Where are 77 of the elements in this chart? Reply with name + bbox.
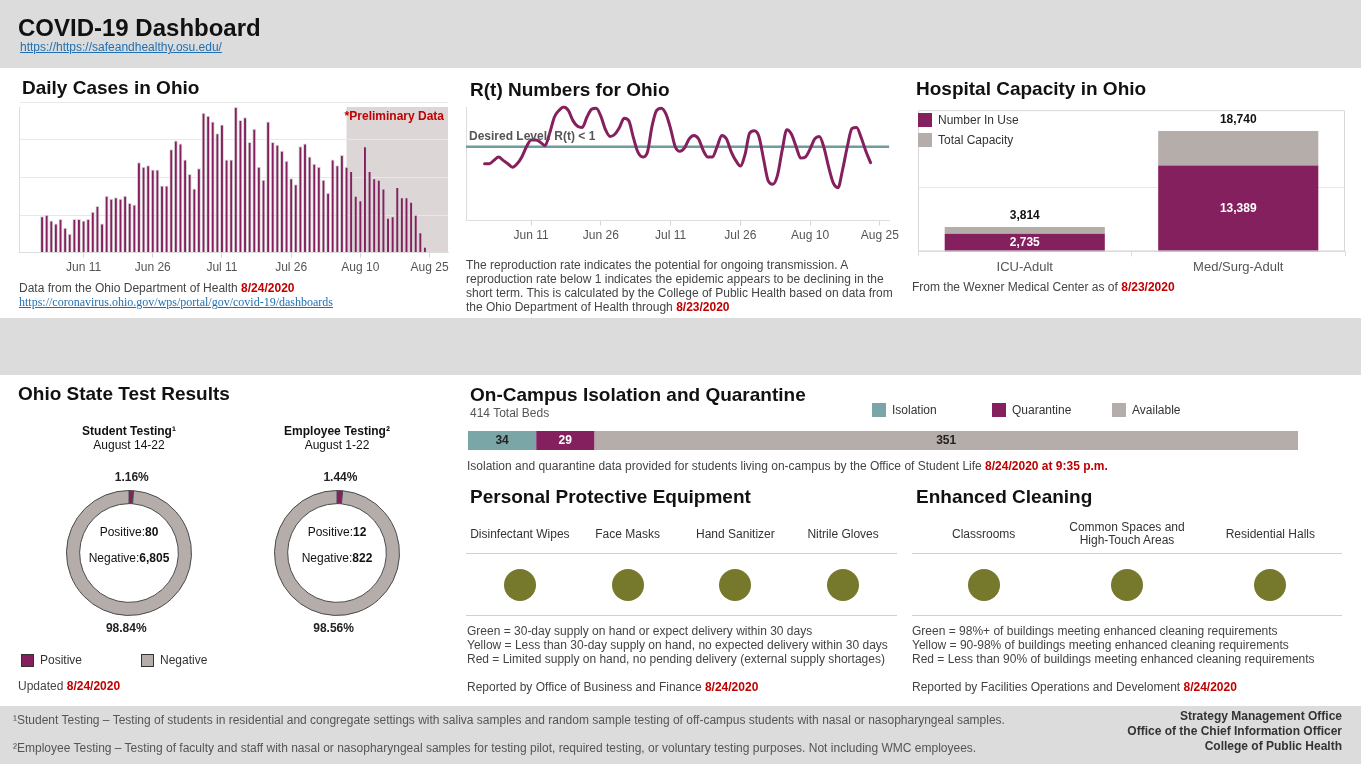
x-tick-label: Jun 26 bbox=[134, 260, 172, 275]
text: Negative:822 bbox=[301, 551, 373, 565]
chart-subtitle: August 1-22 bbox=[304, 438, 370, 452]
x-tick-label: Jul 11 bbox=[206, 260, 238, 275]
text: Yellow = Less than 30-day supply on hand, no expected delivery within 30 days bbox=[467, 638, 888, 652]
text: https://coronavirus.ohio.gov/wps/portal/gov/covid-19/dashboards bbox=[19, 295, 333, 309]
text: Reported by Office of Business and Finance 8/24/2020 bbox=[467, 680, 759, 694]
chart-subtitle: 414 Total Beds bbox=[470, 406, 550, 420]
x-tick-label: Jun 26 bbox=[582, 228, 620, 243]
text: From the Wexner Medical Center as of 8/23/2020 bbox=[912, 280, 1175, 294]
chart-title: Hospital Capacity in Ohio bbox=[916, 78, 1147, 100]
band-label: *Preliminary Data bbox=[344, 109, 445, 124]
category-label: Common Spaces and High-Touch Areas bbox=[1068, 520, 1186, 547]
chart-title: Daily Cases in Ohio bbox=[22, 77, 200, 99]
text: ¹Student Testing – Testing of students in residential and congregate settings with saliva samples and random sample testing of off-campus students with nasal or nasopharyngeal samples. bbox=[13, 713, 1005, 727]
x-tick-label: Aug 10 bbox=[791, 228, 830, 243]
text: Enhanced Cleaning bbox=[916, 486, 1093, 508]
category-label: Residential Halls bbox=[1225, 526, 1315, 541]
x-tick-label: Jun 11 bbox=[513, 228, 549, 243]
text: Data from the Ohio Department of Health 8/24/2020 bbox=[19, 281, 295, 295]
chart-title: Student Testing¹ bbox=[82, 424, 176, 438]
chart-title: On-Campus Isolation and Quarantine bbox=[470, 384, 806, 406]
text: Yellow = 90-98% of buildings meeting enhanced cleaning requirements bbox=[912, 638, 1289, 652]
text: COVID-19 Dashboard bbox=[18, 14, 261, 42]
text: Strategy Management Office bbox=[1179, 709, 1342, 723]
data-label: 29 bbox=[558, 432, 573, 447]
text: Ohio State Test Results bbox=[18, 383, 230, 405]
text: Red = Less than 90% of buildings meeting enhanced cleaning requirements bbox=[912, 652, 1315, 666]
text: Isolation and quarantine data provided for students living on-campus by the Office of Student Life 8/24/2020 at 9:35 p.m. bbox=[467, 459, 1108, 473]
category-label: Face Masks bbox=[595, 526, 660, 541]
text: The reproduction rate indicates the potential for ongoing transmission. A reproduction rate below 1 indicates the epidemic appears to be declining in the short term. This is calculated by the College of Public Health based on data from the Ohio Department of Health through 8/23/2020 bbox=[466, 258, 894, 314]
x-tick-label: Aug 10 bbox=[341, 260, 380, 275]
x-tick-label: Med/Surg-Adult bbox=[1193, 258, 1284, 274]
legend-label: Isolation bbox=[892, 403, 937, 417]
data-label: 34 bbox=[495, 432, 510, 447]
text: Positive:12 bbox=[307, 525, 367, 539]
text: Green = 98%+ of buildings meeting enhanced cleaning requirements bbox=[912, 624, 1278, 638]
text: Positive:80 bbox=[99, 525, 159, 539]
category-label: Classrooms bbox=[951, 526, 1016, 541]
text: Negative:6,805 bbox=[88, 551, 170, 565]
text: Office of the Chief Information Officer bbox=[1127, 724, 1342, 738]
total-label: 3,814 bbox=[1009, 208, 1041, 223]
legend-label: Total Capacity bbox=[938, 133, 1014, 147]
chart-title: R(t) Numbers for Ohio bbox=[470, 79, 670, 101]
chart-title: Employee Testing² bbox=[284, 424, 390, 438]
x-tick-label: Jul 26 bbox=[275, 260, 308, 275]
category-label: Nitrile Gloves bbox=[807, 526, 879, 541]
total-label: 18,740 bbox=[1219, 112, 1257, 127]
legend-label: Available bbox=[1132, 403, 1181, 417]
x-tick-label: Aug 25 bbox=[410, 260, 449, 275]
data-label: 2,735 bbox=[1009, 234, 1041, 249]
text: Reported by Facilities Operations and Develoment 8/24/2020 bbox=[912, 680, 1237, 694]
chart-subtitle: August 14-22 bbox=[93, 438, 165, 452]
legend-label: Negative bbox=[160, 653, 208, 667]
text: https://https://safeandhealthy.osu.edu/ bbox=[20, 40, 222, 54]
x-tick-label: Jul 26 bbox=[724, 228, 757, 243]
data-label: 98.56% bbox=[313, 620, 355, 635]
legend-label: Number In Use bbox=[938, 113, 1019, 127]
text: Personal Protective Equipment bbox=[470, 486, 751, 508]
x-tick-label: Jul 11 bbox=[655, 228, 687, 243]
text: Updated 8/24/2020 bbox=[18, 679, 121, 693]
text: ²Employee Testing – Testing of faculty and staff with nasal or nasopharyngeal samples for testing pilot, required testing, or voluntary testing purposes. Not including WMC employees. bbox=[13, 741, 977, 755]
x-tick-label: ICU-Adult bbox=[996, 258, 1054, 274]
x-tick-label: Jun 11 bbox=[66, 260, 102, 275]
text: College of Public Health bbox=[1204, 739, 1342, 753]
text: Red = Limited supply on hand, no pending delivery (external supply shortages) bbox=[467, 652, 885, 666]
legend-label: Positive bbox=[40, 653, 83, 667]
category-label: Hand Sanitizer bbox=[696, 526, 775, 541]
data-label: 98.84% bbox=[105, 620, 147, 635]
text: Green = 30-day supply on hand or expect delivery within 30 days bbox=[467, 624, 813, 638]
legend-label: Quarantine bbox=[1012, 403, 1072, 417]
data-label: 351 bbox=[936, 432, 957, 447]
x-tick-label: Aug 25 bbox=[860, 228, 900, 243]
category-label: Disinfectant Wipes bbox=[470, 526, 570, 541]
data-label: 1.16% bbox=[114, 469, 150, 484]
data-label: 1.44% bbox=[323, 469, 358, 484]
data-label: 13,389 bbox=[1219, 200, 1257, 215]
